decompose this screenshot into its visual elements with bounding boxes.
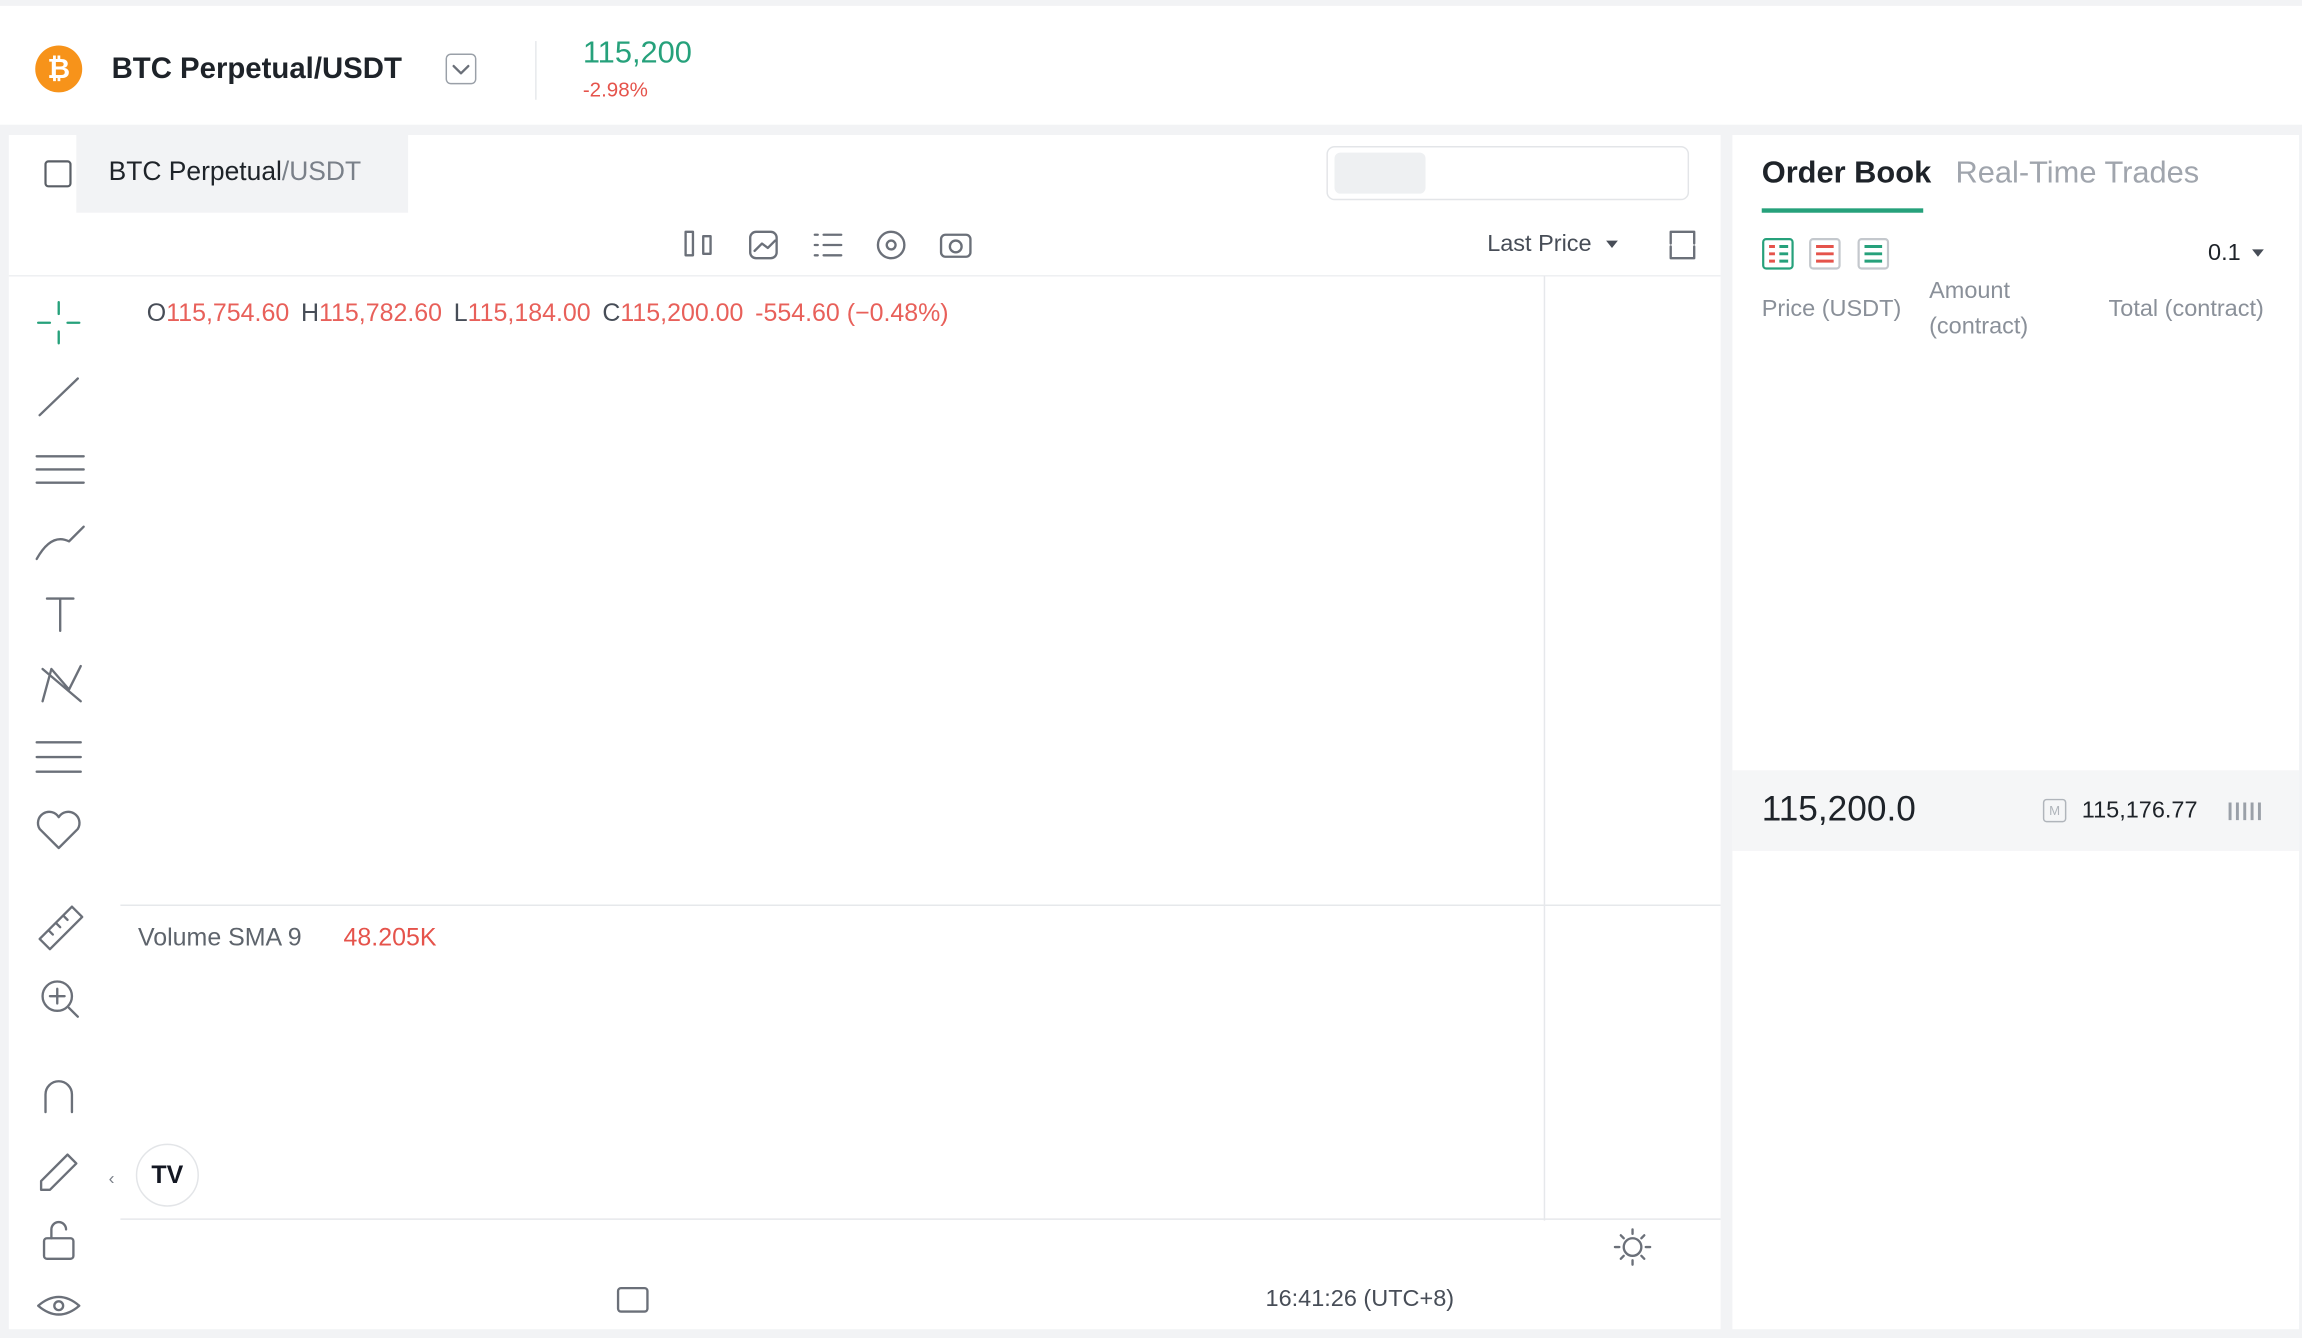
price-type-caret [1606,240,1618,248]
tool-pencil[interactable] [39,1153,78,1191]
precision[interactable]: 0.1 [2208,239,2241,265]
header-bar [0,5,2302,125]
tool-magnet[interactable] [44,1080,74,1114]
mark-price: 115,176.77 [2082,797,2198,823]
tool-indicators[interactable] [749,230,778,260]
book-view-icons [1762,238,1890,270]
dropdown-caret [452,64,470,75]
tab-underline [1761,208,1924,213]
view-tab-selected [1334,152,1426,194]
ohlc-part: -554.60 (−0.48%) [755,299,948,327]
chart-panel [8,134,1721,1330]
tab-symbol: BTC Perpetual [109,156,282,186]
view-both-bids [1779,245,1789,263]
tradingview-mark: TV [151,1161,183,1189]
chart-tools [684,230,1696,260]
last-price: 115,200 [583,34,692,69]
tool-list[interactable] [813,233,843,257]
mid-row [1732,770,2300,851]
amount-header-unit: (contract) [1929,312,2028,338]
symbol-tab-label: BTC Perpetual/USDT [109,156,362,186]
tool-visibility[interactable] [36,1295,81,1316]
price-change: -2.98% [583,78,648,101]
ohlc-part: 115,782.60 [319,299,442,327]
view-asks-lines [1816,245,1834,263]
ohlc-part: 115,200.00 [620,299,743,327]
order-book-tab[interactable]: Order Book [1762,155,1932,190]
collapse-arrow[interactable]: ‹ [109,1168,115,1188]
ohlc-part: O [147,299,166,327]
total-header: Total (contract) [2109,295,2264,321]
tool-brush[interactable] [35,525,85,561]
ohlc-part: L [454,299,468,327]
tool-pattern[interactable] [41,664,82,703]
view-bids[interactable] [1857,238,1890,270]
ohlc-legend: O115,754.60 H115,782.60 L115,184.00 C115,20… [147,299,949,327]
view-bids-lines [1864,245,1883,263]
price-header: Price (USDT) [1762,295,1902,321]
btc-icon [35,45,83,93]
tool-crosshair[interactable] [36,301,81,345]
date-range-icon[interactable] [616,1286,649,1313]
mark-icon-glyph: M [2049,803,2060,818]
precision-caret [2252,249,2264,257]
mid-price: 115,200.0 [1762,790,1916,829]
clock: 16:41:26 (UTC+8) [1266,1285,1455,1311]
tool-candles-b [702,235,712,255]
tool-lock[interactable] [42,1237,75,1260]
btc-icon-glyph: ₿ [47,53,70,84]
tool-candles[interactable] [684,230,695,257]
volume-sma-value: 48.205K [344,924,437,952]
trades-tab[interactable]: Real-Time Trades [1956,155,2200,190]
ohlc-part: C [602,299,620,327]
ohlc-part: 115,184.00 [468,299,591,327]
depth-toggle[interactable] [2228,802,2261,821]
symbol-dropdown[interactable] [445,53,477,85]
drawing-tools [35,301,85,1316]
tool-lock-shackle [50,1220,68,1240]
symbol-tab[interactable] [76,134,409,213]
tool-favorites[interactable] [36,810,81,850]
order-book-panel [1732,134,2300,1330]
tradingview-logo[interactable] [135,1143,199,1207]
ohlc-part: 115,754.60 [166,299,289,327]
tool-text[interactable] [45,597,75,633]
price-type[interactable]: Last Price [1487,230,1591,256]
view-both[interactable] [1762,238,1794,270]
tool-indicators-line [753,239,777,253]
amount-header: Amount [1929,277,2010,303]
layout-checkbox[interactable] [44,160,72,188]
tool-settings-core [885,239,897,251]
tool-zoom-plus [48,987,79,1018]
tool-zoom[interactable] [41,980,74,1013]
mark-icon [2042,798,2067,823]
tool-trendline[interactable] [38,377,79,417]
theme-toggle[interactable] [1613,1228,1652,1266]
volume-title: Volume SMA 9 [138,924,302,952]
ohlc-part: H [301,299,319,327]
view-asks[interactable] [1809,238,1841,270]
tool-settings[interactable] [876,230,906,260]
tool-visibility-pupil [53,1300,65,1312]
tool-prediction[interactable] [35,741,82,773]
tool-snapshot-lens [948,239,963,254]
tool-ruler[interactable] [38,905,84,951]
symbol: BTC Perpetual/USDT [112,52,402,85]
tab-quote: /USDT [282,156,361,186]
tool-snapshot[interactable] [939,233,972,258]
tool-fib[interactable] [35,455,85,484]
fullscreen[interactable] [1669,230,1696,260]
view-both-asks [1769,245,1775,263]
